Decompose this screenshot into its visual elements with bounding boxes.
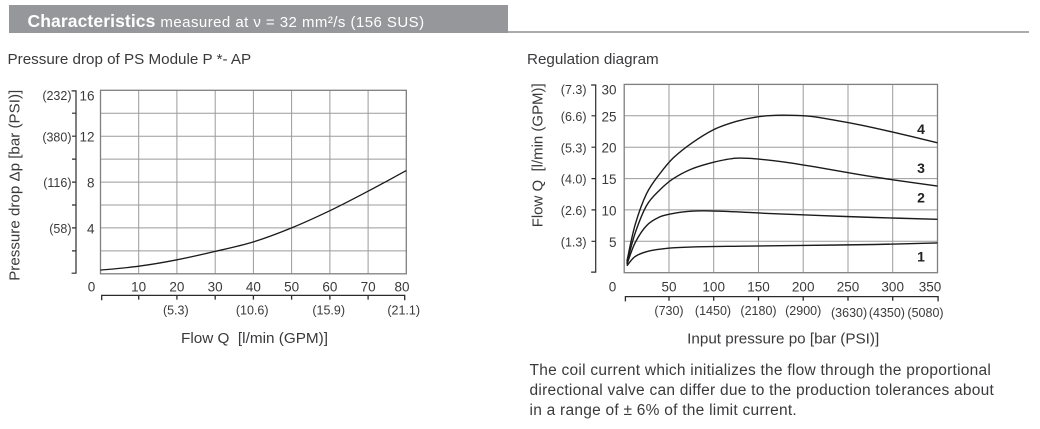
svg-text:2: 2 [917, 190, 925, 206]
svg-text:50: 50 [661, 280, 676, 295]
svg-text:3: 3 [917, 160, 925, 176]
svg-text:0: 0 [609, 280, 617, 295]
svg-text:16: 16 [79, 88, 94, 103]
svg-text:(4350): (4350) [869, 306, 905, 320]
svg-text:300: 300 [881, 280, 904, 295]
svg-text:(2900): (2900) [785, 304, 821, 318]
svg-text:60: 60 [322, 280, 337, 295]
svg-text:12: 12 [79, 130, 94, 145]
svg-text:15: 15 [601, 172, 616, 187]
svg-text:(1.3): (1.3) [561, 236, 587, 250]
svg-text:(4.0): (4.0) [561, 173, 587, 187]
svg-text:1: 1 [917, 249, 925, 265]
svg-text:30: 30 [601, 83, 616, 98]
svg-text:(10.6): (10.6) [236, 304, 269, 318]
svg-text:(2180): (2180) [740, 304, 776, 318]
svg-text:4: 4 [917, 121, 925, 137]
svg-text:20: 20 [169, 280, 184, 295]
svg-text:5: 5 [609, 235, 617, 250]
svg-text:250: 250 [837, 280, 860, 295]
svg-text:Flow Q [l/min (GPM)]: Flow Q [l/min (GPM)] [181, 330, 328, 347]
svg-text:150: 150 [747, 280, 770, 295]
svg-text:(58): (58) [49, 222, 71, 236]
svg-text:0: 0 [88, 280, 96, 295]
svg-text:(1450): (1450) [695, 304, 731, 318]
svg-text:(21.1): (21.1) [387, 304, 420, 318]
svg-text:40: 40 [246, 280, 261, 295]
svg-text:(2.6): (2.6) [561, 204, 587, 218]
svg-text:25: 25 [601, 109, 616, 124]
svg-text:100: 100 [702, 280, 725, 295]
svg-text:30: 30 [208, 280, 223, 295]
svg-text:(7.3): (7.3) [561, 83, 587, 97]
svg-text:350: 350 [919, 280, 942, 295]
svg-text:50: 50 [284, 280, 299, 295]
svg-text:(116): (116) [43, 176, 71, 190]
svg-text:(5.3): (5.3) [561, 141, 587, 155]
svg-text:10: 10 [131, 280, 146, 295]
svg-text:Pressure drop Δp [bar (PSI)]: Pressure drop Δp [bar (PSI)] [7, 90, 24, 281]
svg-text:80: 80 [394, 280, 409, 295]
svg-text:(730): (730) [654, 304, 683, 318]
svg-text:(380): (380) [42, 130, 71, 144]
svg-text:Flow Q [l/min (GPM)]: Flow Q [l/min (GPM)] [531, 83, 547, 227]
svg-text:20: 20 [601, 141, 616, 156]
svg-text:200: 200 [792, 280, 815, 295]
svg-text:70: 70 [361, 280, 376, 295]
svg-text:8: 8 [87, 176, 95, 191]
svg-text:10: 10 [601, 204, 616, 219]
svg-text:(5.3): (5.3) [163, 304, 189, 318]
svg-text:4: 4 [87, 221, 95, 236]
svg-text:(232): (232) [42, 89, 71, 103]
svg-text:(3630): (3630) [831, 306, 867, 320]
svg-text:(15.9): (15.9) [312, 304, 345, 318]
svg-text:(5080): (5080) [907, 306, 943, 320]
svg-text:(6.6): (6.6) [561, 110, 587, 124]
svg-text:Input pressure po [bar (PSI)]: Input pressure po [bar (PSI)] [687, 331, 879, 348]
